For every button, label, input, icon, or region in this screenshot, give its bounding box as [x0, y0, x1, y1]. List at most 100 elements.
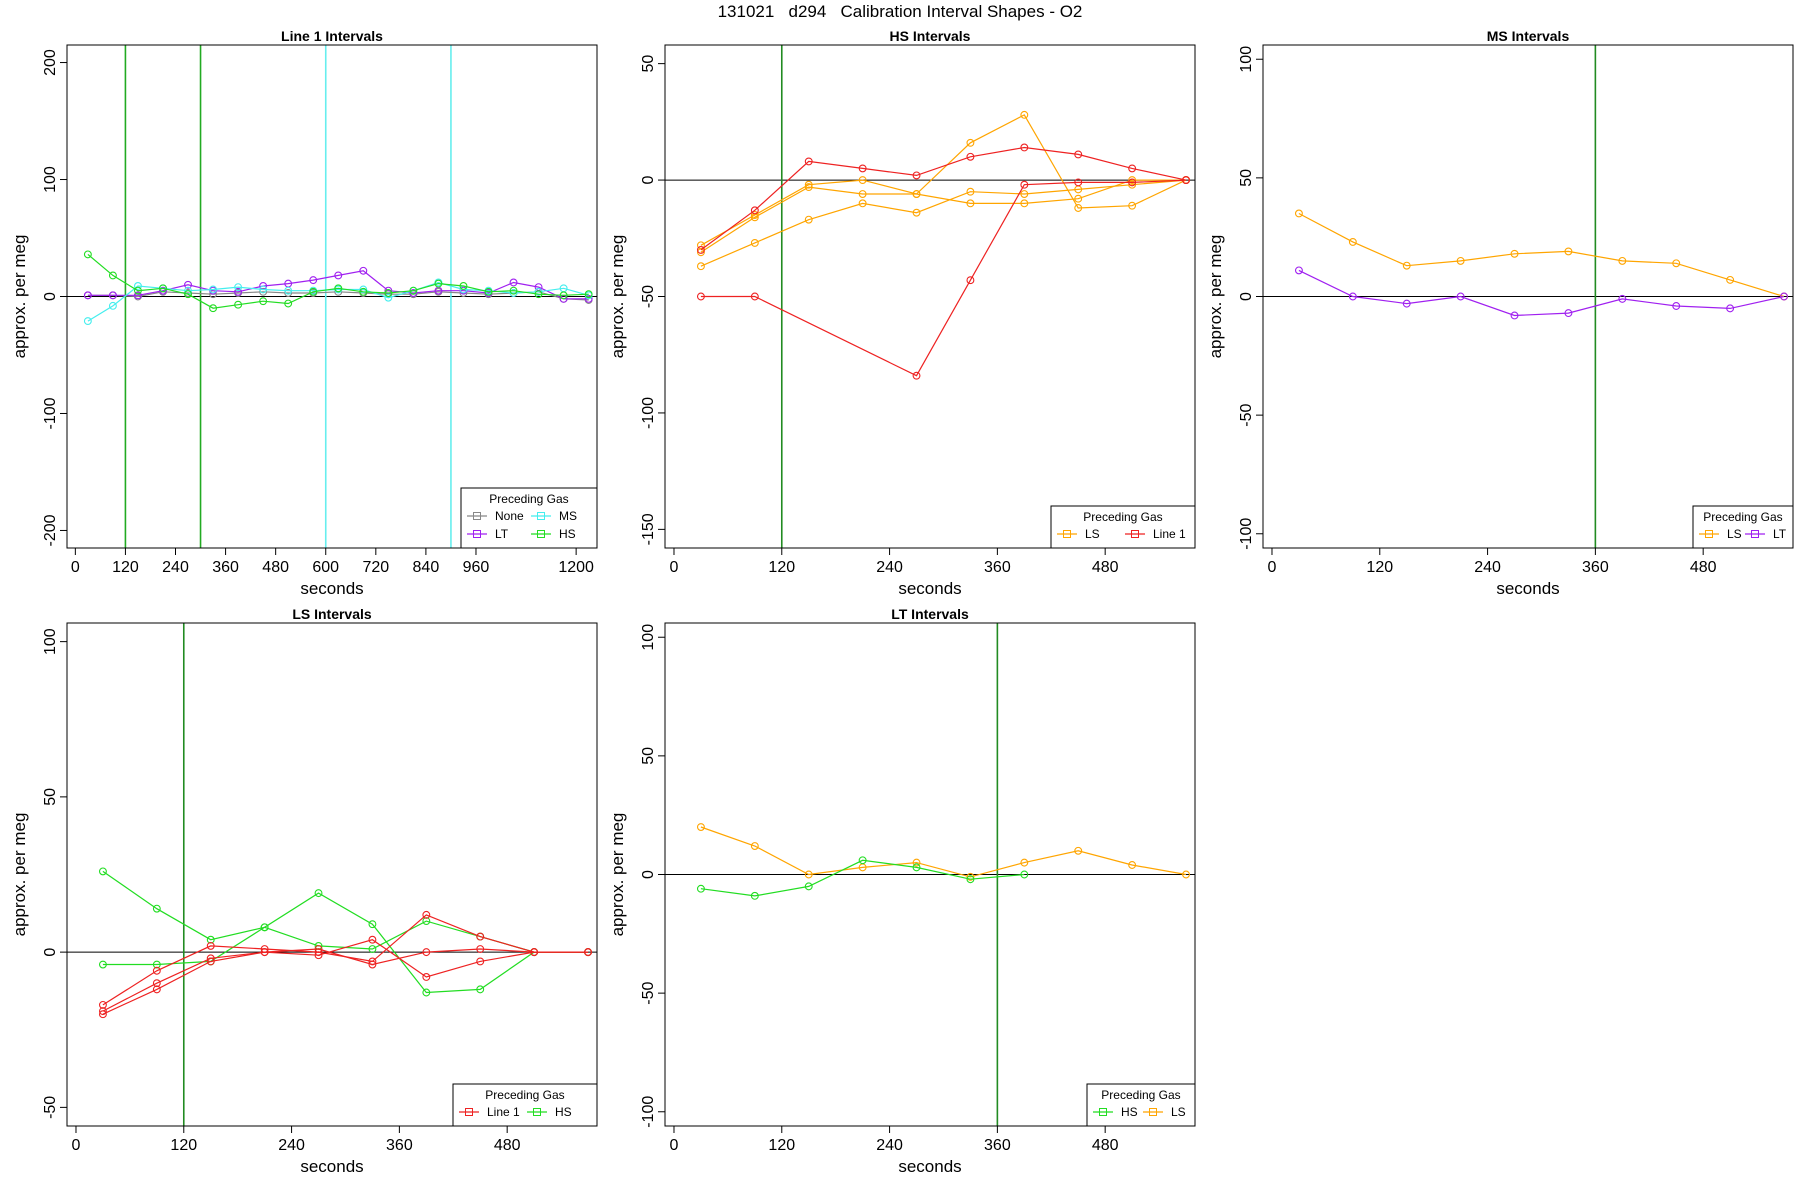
- data-point: [368, 920, 377, 929]
- legend-swatch-marker: [533, 1108, 541, 1116]
- data-point: [1128, 178, 1137, 187]
- legend-label: Line 1: [1153, 527, 1186, 541]
- data-point: [750, 842, 759, 850]
- x-tick-label: 720: [362, 559, 389, 576]
- data-point: [1456, 292, 1465, 301]
- data-point: [1020, 199, 1029, 208]
- legend-swatch-marker: [1099, 1108, 1107, 1116]
- data-point: [284, 299, 293, 308]
- y-axis-label: approx. per meg: [10, 235, 29, 359]
- y-tick-label: -100: [42, 397, 59, 429]
- data-point: [152, 960, 161, 969]
- data-point: [152, 985, 161, 994]
- legend-box: [1050, 505, 1196, 549]
- data-point: [966, 276, 975, 285]
- data-point: [966, 152, 975, 161]
- series-line: [700, 179, 1187, 377]
- data-point: [434, 279, 443, 288]
- data-point: [534, 287, 543, 296]
- data-point: [750, 292, 759, 301]
- y-tick-label: -100: [1238, 518, 1255, 550]
- series-line: [1298, 269, 1785, 317]
- legend: Preceding Gas LS Line 1: [1050, 505, 1196, 549]
- data-point: [912, 863, 921, 872]
- data-point: [159, 286, 167, 295]
- x-axis-label: seconds: [898, 579, 961, 598]
- data-point: [83, 317, 92, 326]
- data-point: [484, 287, 493, 296]
- data-point: [284, 286, 293, 295]
- data-point: [234, 283, 243, 292]
- panel-3: MS Intervals 0 120 240 360 480 -100 -50 0 50 100 se…: [1206, 28, 1794, 598]
- data-point: [1564, 309, 1573, 318]
- figure-title: 131021 d294 Calibration Interval Shapes …: [717, 2, 1083, 21]
- data-point: [476, 957, 485, 966]
- legend-title: Preceding Gas: [1703, 510, 1782, 524]
- y-tick-label: 100: [42, 166, 59, 193]
- y-axis-label: approx. per meg: [608, 235, 627, 359]
- data-point: [1564, 247, 1573, 256]
- series-line: [102, 939, 588, 1012]
- data-point: [152, 966, 161, 975]
- data-point: [368, 960, 377, 969]
- series-line: [87, 281, 589, 322]
- series-line: [1298, 212, 1785, 298]
- data-point: [559, 291, 568, 300]
- data-point: [314, 951, 323, 960]
- data-point: [259, 297, 268, 306]
- x-tick-label: 480: [1092, 559, 1119, 576]
- data-point: [1074, 846, 1083, 855]
- x-tick-label: 120: [112, 559, 139, 576]
- data-point: [209, 285, 218, 294]
- y-tick-label: 0: [42, 292, 59, 301]
- data-point: [1618, 256, 1627, 265]
- panel-1: Line 1 Intervals 0 120 240 360 480 600 720 840 96…: [10, 28, 598, 598]
- panel-title: Line 1 Intervals: [281, 28, 383, 44]
- x-tick-label: 360: [1582, 559, 1609, 576]
- y-tick-label: 50: [42, 788, 59, 806]
- data-point: [384, 293, 393, 302]
- x-tick-label: 120: [170, 1137, 197, 1154]
- y-tick-label: 100: [42, 628, 59, 655]
- data-point: [314, 889, 323, 898]
- data-point: [1020, 110, 1029, 119]
- data-point: [133, 286, 142, 295]
- data-point: [1726, 304, 1735, 313]
- x-tick-label: 120: [1366, 559, 1393, 576]
- data-point: [108, 291, 117, 300]
- data-point: [422, 988, 431, 997]
- data-point: [912, 371, 921, 380]
- panel-4: LS Intervals 0 120 240 360 480 -50 0 50 100 second…: [10, 606, 598, 1176]
- data-point: [476, 932, 485, 941]
- data-point: [1074, 194, 1083, 203]
- legend-box: [460, 487, 598, 549]
- data-point: [260, 923, 269, 932]
- data-point: [1128, 180, 1137, 189]
- y-tick-label: -150: [640, 513, 657, 545]
- data-point: [422, 973, 431, 981]
- y-tick-label: 0: [640, 870, 657, 879]
- data-point: [334, 284, 343, 293]
- data-point: [696, 884, 705, 893]
- data-point: [83, 250, 92, 259]
- data-point: [476, 945, 485, 953]
- data-point: [384, 289, 393, 297]
- legend-label: HS: [1121, 1105, 1138, 1119]
- data-point: [184, 280, 192, 289]
- legend-swatch-marker: [537, 530, 545, 538]
- legend-label: LS: [1727, 527, 1742, 541]
- y-tick-label: -50: [1238, 403, 1255, 426]
- x-tick-label: 0: [670, 559, 679, 576]
- data-point: [1726, 275, 1735, 284]
- legend-title: Preceding Gas: [489, 492, 568, 506]
- panel-title: HS Intervals: [890, 28, 971, 44]
- panel-title: MS Intervals: [1487, 28, 1570, 44]
- data-point: [534, 290, 543, 299]
- series-line: [87, 253, 589, 309]
- x-tick-label: 480: [1092, 1137, 1119, 1154]
- data-point: [696, 248, 705, 257]
- series-line: [700, 859, 1025, 897]
- data-point: [858, 190, 867, 198]
- data-point: [1402, 261, 1411, 270]
- data-point: [966, 187, 975, 196]
